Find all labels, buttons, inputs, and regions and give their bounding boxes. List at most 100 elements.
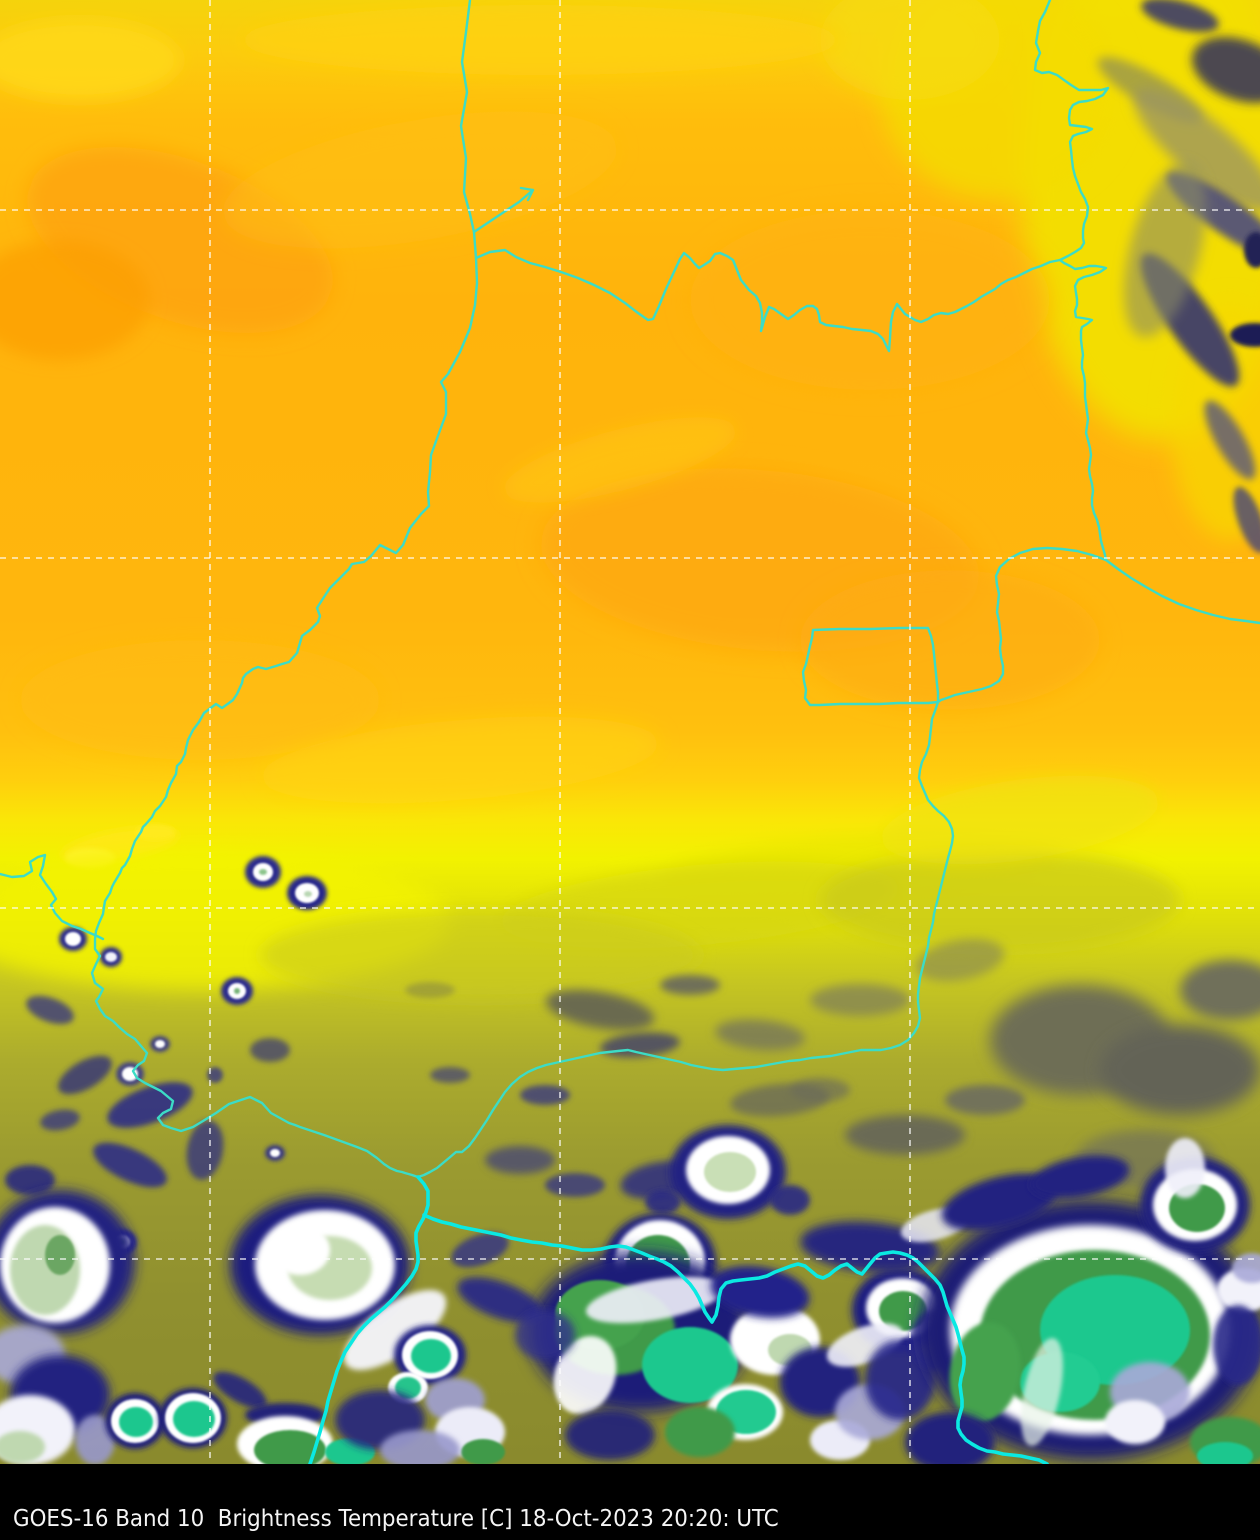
map-blob [845,1115,965,1155]
map-blob [553,1336,617,1414]
border-path [472,186,535,234]
map-blob [270,1225,330,1275]
map-blob [645,1190,681,1214]
storm-clouds-layer [0,856,1260,1464]
caption-text: GOES-16 Band 10 Brightness Temperature [… [13,1506,779,1532]
border-lines-layer [0,0,1260,1179]
border-path [936,546,1108,704]
map-blob [1030,1155,1130,1199]
map-blob [173,1401,215,1437]
map-blob [915,938,1005,982]
satellite-map [0,0,1260,1464]
map-blob [259,869,267,875]
map-blob [905,1412,995,1464]
map-blob [234,988,240,994]
map-blob [45,1235,75,1275]
map-blob [1141,0,1219,33]
map-blob [503,417,737,503]
map-blob [222,111,618,249]
map-blob [1213,1305,1260,1385]
border-path [801,626,940,707]
map-blob [810,984,910,1016]
map-blob [155,1040,165,1048]
map-blob [1021,1338,1063,1446]
map-blob [461,1439,505,1464]
map-blob [65,932,81,946]
map-blob [949,1322,1021,1422]
map-blob [135,824,175,840]
map-blob [250,1038,290,1062]
map-blob [213,1371,267,1409]
map-blob [75,1415,115,1464]
map-blob [240,5,840,75]
map-blob [260,910,700,1000]
river-path [422,1213,1049,1464]
map-blob [1197,1442,1253,1464]
map-blob [715,1019,805,1051]
map-blob [395,1377,421,1399]
map-blob [93,1142,167,1188]
map-blob [343,1289,447,1371]
map-blob [26,995,74,1025]
map-blob [820,850,1180,950]
map-blob [40,1109,80,1131]
map-blob [881,775,1159,865]
map-blob [1105,1400,1165,1444]
river-path [308,1175,430,1464]
map-blob [58,1055,112,1095]
map-blob [457,1277,543,1323]
map-blob [704,1152,756,1192]
map-blob [1123,162,1207,338]
border-path [0,853,105,941]
map-blob [585,1276,725,1324]
map-blob [304,891,312,897]
border-path [90,0,479,1179]
map-blob [660,975,720,995]
map-blob [186,1120,224,1180]
map-blob [5,1165,55,1195]
border-path [474,248,1062,353]
map-blob [642,1327,738,1403]
map-blob [1232,1253,1260,1283]
map-blob [1180,960,1260,1020]
map-blob [1100,1025,1260,1115]
map-blob [1244,232,1260,268]
map-blob [254,1430,326,1464]
map-area [0,0,1260,1464]
map-blob [565,1410,655,1460]
map-blob [545,989,655,1031]
map-blob [690,210,1050,390]
map-blob [770,1185,810,1215]
border-path [416,700,955,1179]
graticule-layer [0,0,1260,1464]
map-blob [1204,400,1256,480]
map-blob [0,1431,45,1463]
map-blob [730,1083,830,1117]
map-blob [105,952,117,962]
map-blob [0,20,180,100]
map-blob [119,1407,153,1437]
map-blob [0,240,150,360]
map-blob [1191,37,1260,103]
map-blob [270,1149,280,1157]
map-blob [405,982,455,998]
map-blob [107,1082,193,1128]
map-blob [665,1407,735,1457]
map-blob [1133,88,1260,212]
map-blob [1233,486,1260,554]
map-blob [411,1339,451,1373]
river-lines-layer [308,1175,1049,1464]
caption-bar: GOES-16 Band 10 Brightness Temperature [… [0,1464,1260,1540]
map-blob [20,640,380,760]
map-blob [485,1146,555,1174]
map-blob [207,1067,223,1083]
map-blob [545,1173,605,1197]
map-blob [1165,1138,1205,1198]
border-path [1033,0,1110,562]
map-blob [430,1067,470,1083]
map-blob [941,1173,1059,1231]
border-path [1104,558,1260,625]
map-blob [515,1310,575,1360]
map-blob [520,1085,570,1105]
